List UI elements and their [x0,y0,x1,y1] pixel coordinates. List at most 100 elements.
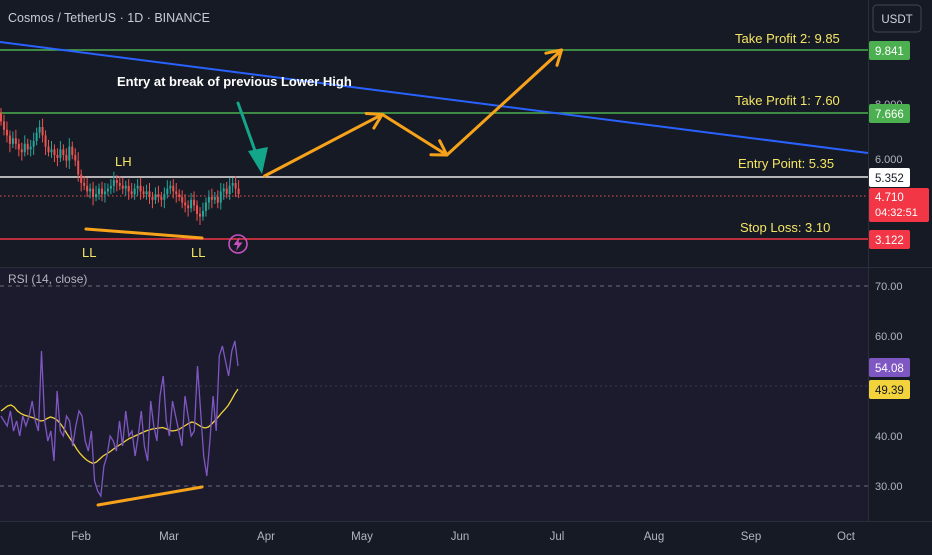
candle-body [229,186,231,194]
candle-body [181,197,183,203]
candle-body [187,205,189,208]
currency-button[interactable]: USDT [873,5,921,32]
candle-body [217,197,219,203]
candle-body [45,135,47,146]
candle-body [27,144,29,150]
candle-body [74,155,76,161]
candle-body [12,138,14,144]
candle-body [119,183,121,186]
time-label-sep: Sep [741,531,761,543]
candle-body [6,130,8,136]
symbol-title: Cosmos / TetherUS · 1D · BINANCE [8,11,210,25]
candle-body [131,191,133,194]
candle-body [48,147,50,153]
svg-text:7.666: 7.666 [875,109,904,121]
candle-body [33,141,35,147]
rsi-tick-40: 40.00 [875,431,903,443]
candle-body [42,127,44,135]
candle-body [196,205,198,213]
candle-body [160,197,162,200]
candle-body [101,189,103,195]
candle-body [89,189,91,192]
tp2-price-badge: 9.841 [869,41,910,60]
candle-body [208,197,210,203]
candle-body [190,200,192,208]
candle-body [226,189,228,195]
rsi-tick-60: 60.00 [875,331,903,343]
candle-body [107,189,109,192]
time-label-apr: Apr [257,531,275,543]
rsi-title: RSI (14, close) [8,272,87,286]
candle-body [9,135,11,143]
lower-low-label-1: LL [82,245,96,260]
candle-body [59,149,61,157]
candle-body [137,186,139,189]
candle-body [140,186,142,192]
candle-body [220,191,222,202]
candle-body [232,183,234,186]
candle-body [151,197,153,200]
tp1-label: Take Profit 1: 7.60 [735,93,840,108]
candle-body [95,194,97,197]
candle-body [36,133,38,141]
candle-body [169,186,171,189]
candle-body [128,186,130,192]
candle-body [68,147,70,161]
rsi-value-badge: 54.08 [869,358,910,377]
time-label-aug: Aug [644,531,664,543]
last-price-badge: 4.710 04:32:51 [869,188,929,222]
svg-text:49.39: 49.39 [875,385,904,397]
time-label-mar: Mar [159,531,179,543]
bar-countdown: 04:32:51 [875,207,918,219]
candle-body [18,144,20,150]
candle-body [3,121,5,129]
stop-price-badge: 3.122 [869,230,910,249]
svg-text:3.122: 3.122 [875,235,904,247]
candle-body [83,183,85,186]
candle-body [205,203,207,211]
candle-body [65,155,67,161]
svg-text:9.841: 9.841 [875,46,904,58]
rsi-ma-value-badge: 49.39 [869,380,910,399]
svg-text:54.08: 54.08 [875,363,904,375]
entry-note-text: Entry at break of previous Lower High [117,74,352,89]
candle-body [53,149,55,155]
candle-body [30,147,32,150]
candle-body [154,194,156,200]
time-label-jul: Jul [550,531,565,543]
rsi-panel-background [0,268,868,521]
time-label-may: May [351,531,373,543]
candle-body [116,180,118,183]
candle-body [110,186,112,189]
candle-body [125,186,127,189]
candle-body [134,189,136,195]
candle-body [113,180,115,186]
candle-body [178,194,180,197]
currency-button-label: USDT [881,14,912,26]
candle-body [92,189,94,197]
projection-arrowhead [366,113,382,114]
candle-body [238,189,240,194]
entry-label: Entry Point: 5.35 [738,156,834,171]
svg-text:4.710: 4.710 [875,192,904,204]
candle-body [214,197,216,200]
candle-body [166,189,168,195]
candle-body [122,186,124,189]
time-label-feb: Feb [71,531,91,543]
candle-body [98,189,100,195]
candle-body [56,155,58,158]
candle-body [143,191,145,194]
price-tick-6: 6.000 [875,154,903,166]
candle-body [193,200,195,206]
candle-body [184,203,186,206]
candle-body [15,138,17,144]
lower-high-label: LH [115,154,132,169]
candle-body [77,161,79,175]
tp2-label: Take Profit 2: 9.85 [735,31,840,46]
lower-low-label-2: LL [191,245,205,260]
candle-body [157,194,159,197]
candle-body [211,197,213,200]
tp1-price-badge: 7.666 [869,104,910,123]
